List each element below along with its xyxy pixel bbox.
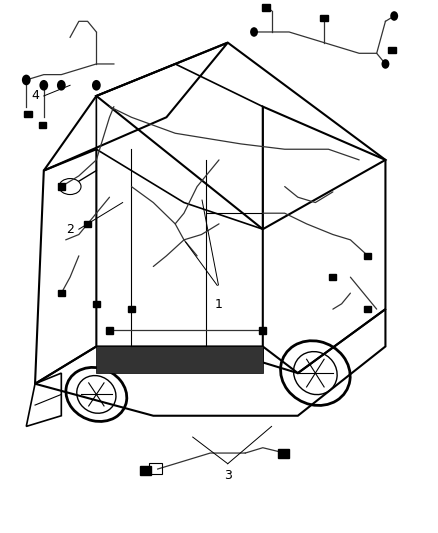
Circle shape (381, 59, 389, 69)
Polygon shape (96, 346, 263, 373)
Bar (320, 15, 328, 21)
Circle shape (22, 75, 31, 85)
Bar (128, 306, 135, 312)
Bar (278, 449, 289, 458)
Bar (259, 327, 266, 334)
Text: 3: 3 (224, 469, 232, 482)
Bar (84, 221, 91, 227)
Bar (24, 111, 32, 117)
Bar (58, 290, 65, 296)
Text: 4: 4 (32, 90, 39, 102)
Bar (364, 306, 371, 312)
Bar (140, 466, 151, 475)
Circle shape (92, 80, 101, 91)
Bar (149, 463, 162, 474)
Text: 1: 1 (215, 298, 223, 311)
Circle shape (390, 11, 398, 21)
Text: 2: 2 (67, 223, 74, 236)
Bar (364, 253, 371, 259)
Bar (388, 47, 396, 53)
Bar (262, 4, 270, 11)
Bar (106, 327, 113, 334)
Circle shape (39, 80, 48, 91)
Circle shape (250, 27, 258, 37)
Bar (39, 122, 46, 128)
Bar (329, 274, 336, 280)
Bar (93, 301, 100, 307)
Bar (58, 183, 65, 190)
Circle shape (57, 80, 66, 91)
